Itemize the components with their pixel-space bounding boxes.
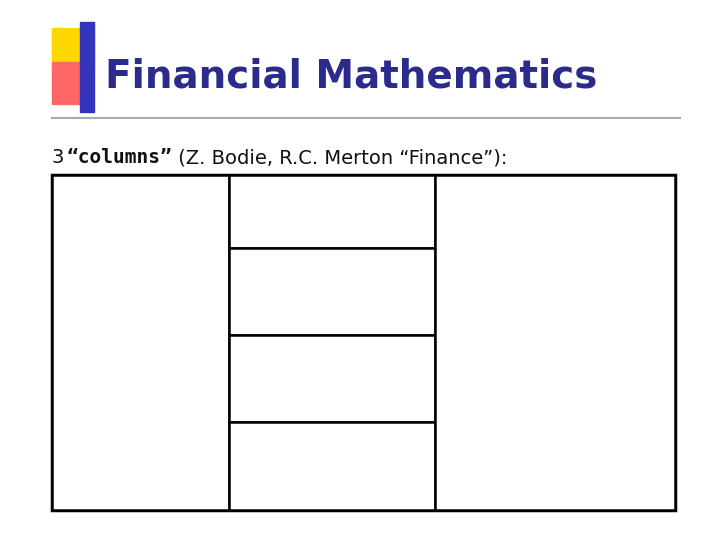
Text: Pricing: Pricing: [286, 199, 379, 224]
Bar: [52, 175, 675, 510]
Bar: [229, 335, 435, 422]
Bar: [229, 422, 435, 510]
Text: 3: 3: [52, 148, 71, 167]
Text: (Z. Bodie, R.C. Merton “Finance”):: (Z. Bodie, R.C. Merton “Finance”):: [172, 148, 508, 167]
Text: Arbitrage
Pricing Theory: Arbitrage Pricing Theory: [267, 444, 397, 488]
Text: Financial Mathematics: Financial Mathematics: [105, 57, 598, 95]
Text: Risk
Management: Risk Management: [458, 308, 652, 376]
Bar: [52, 62, 90, 104]
Bar: [229, 248, 435, 335]
Text: Resource
Allocation: Resource Allocation: [74, 311, 207, 374]
Bar: [229, 175, 435, 248]
Bar: [435, 175, 675, 510]
Text: Equilibrium: Equilibrium: [281, 369, 383, 388]
Bar: [80, 22, 94, 112]
Text: “columns”: “columns”: [67, 148, 173, 167]
Text: Utility
maximization: Utility maximization: [271, 269, 393, 314]
Bar: [52, 28, 94, 70]
Bar: [52, 175, 229, 510]
